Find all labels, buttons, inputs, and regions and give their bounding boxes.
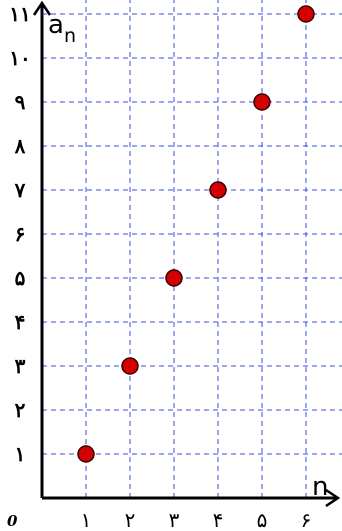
y-tick-label: ۱۱ [9, 2, 30, 26]
data-point [297, 5, 315, 23]
y-axis-label-main: a [48, 10, 64, 40]
y-tick-label: ۲ [15, 398, 26, 422]
data-point [253, 93, 271, 111]
origin-label: 0 [7, 512, 18, 530]
y-tick-label: ۴ [15, 310, 26, 334]
x-axis-arrow-icon [325, 488, 341, 508]
y-tick-label: ۸ [14, 134, 26, 158]
x-tick-label: ۲ [125, 508, 136, 531]
data-point [165, 269, 183, 287]
y-tick-label: ۱۰ [9, 46, 30, 70]
data-points [77, 5, 315, 463]
x-tick-label: ۳ [169, 508, 180, 531]
y-tick-label: ۳ [15, 354, 26, 378]
x-axis-label: n [312, 472, 328, 502]
y-tick-label: ۷ [14, 178, 26, 202]
y-tick-label: ۹ [15, 90, 26, 114]
y-tick-label: ۵ [15, 266, 26, 290]
data-point [121, 357, 139, 375]
y-axis-label: an [48, 10, 76, 47]
y-axis-label-subscript: n [64, 25, 76, 47]
x-tick-label: ۴ [213, 508, 224, 531]
data-point [77, 445, 95, 463]
y-tick-label: ۱ [15, 442, 26, 466]
axes [32, 0, 341, 508]
y-tick-label: ۶ [15, 222, 26, 246]
y-axis-arrow-icon [32, 0, 52, 16]
x-tick-label: ۱ [81, 508, 92, 531]
grid-lines [42, 0, 342, 498]
data-point [209, 181, 227, 199]
x-tick-label: ۵ [257, 508, 268, 531]
x-tick-label: ۶ [301, 508, 312, 531]
